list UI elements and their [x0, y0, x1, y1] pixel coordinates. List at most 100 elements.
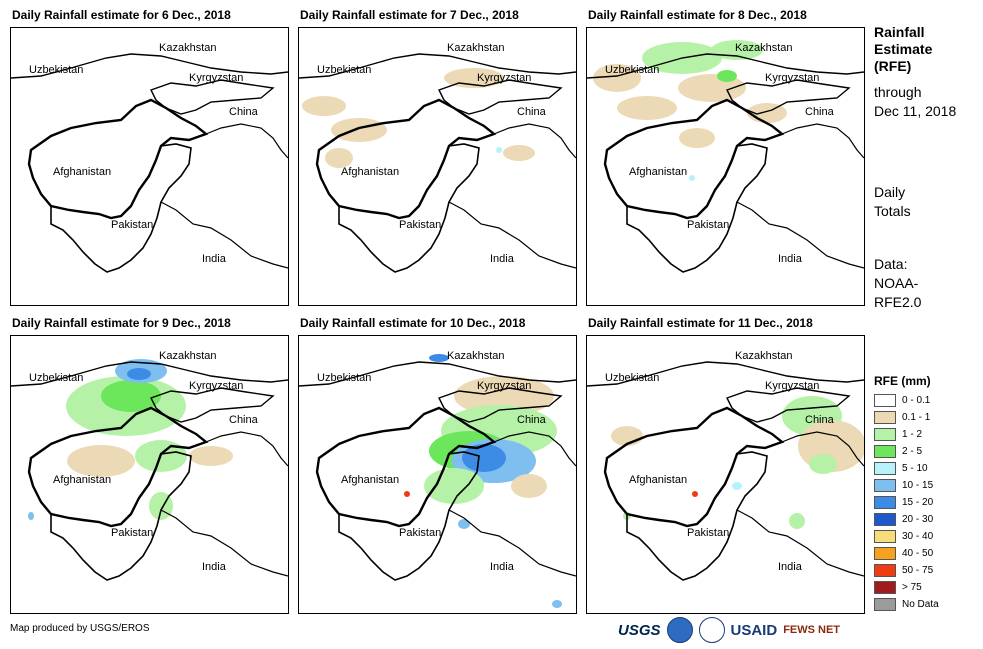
map-canvas — [11, 359, 288, 581]
rainfall-area — [809, 454, 837, 474]
legend-item: 5 - 10 — [874, 460, 979, 477]
china-border — [493, 431, 576, 467]
afghanistan-border — [603, 406, 785, 528]
legend-swatch — [874, 564, 896, 577]
rainfall-area — [458, 519, 470, 529]
india-border — [736, 201, 864, 269]
afghanistan-border — [27, 98, 209, 220]
rainfall-map: Kazakhstan Uzbekistan Kyrgyzstan China Afgha… — [10, 335, 289, 614]
kazakhstan-border — [11, 53, 288, 79]
rainfall-area — [679, 128, 715, 148]
panel-title: Daily Rainfall estimate for 6 Dec., 2018 — [12, 8, 231, 22]
kazakhstan-border — [11, 361, 288, 387]
legend-label: 15 - 20 — [902, 497, 934, 508]
place-label-china: China — [517, 414, 546, 426]
place-label-kazakhstan: Kazakhstan — [447, 350, 505, 362]
place-label-pakistan: Pakistan — [111, 219, 154, 231]
legend-item: 20 - 30 — [874, 511, 979, 528]
sidebar-daily-line: Daily — [874, 184, 906, 200]
legend-swatch — [874, 513, 896, 526]
legend-item: 2 - 5 — [874, 443, 979, 460]
rainfall-map: Kazakhstan Uzbekistan Kyrgyzstan China Afgha… — [298, 335, 577, 614]
rainfall-panel-dec-11: Daily Rainfall estimate for 11 Dec., 201… — [586, 316, 866, 614]
legend-label: 10 - 15 — [902, 480, 934, 491]
rainfall-area — [189, 446, 233, 466]
place-label-uzbekistan: Uzbekistan — [317, 372, 372, 384]
place-label-china: China — [805, 414, 834, 426]
panel-title: Daily Rainfall estimate for 8 Dec., 2018 — [588, 8, 807, 22]
place-label-kyrgyzstan: Kyrgyzstan — [765, 380, 820, 392]
legend-label: 20 - 30 — [902, 514, 934, 525]
legend-label: 5 - 10 — [902, 463, 928, 474]
place-label-china: China — [517, 106, 546, 118]
place-label-pakistan: Pakistan — [687, 219, 730, 231]
place-label-kyrgyzstan: Kyrgyzstan — [477, 380, 532, 392]
sidebar-data-line: Data: — [874, 256, 908, 272]
rainfall-map: Kazakhstan Uzbekistan Kyrgyzstan China Afgha… — [10, 27, 289, 306]
sidebar-daily-line: Totals — [874, 203, 911, 219]
sidebar-data-line: RFE2.0 — [874, 294, 922, 310]
place-label-kyrgyzstan: Kyrgyzstan — [189, 380, 244, 392]
rainfall-area — [404, 491, 410, 497]
legend-item: 1 - 2 — [874, 426, 979, 443]
legend-swatch — [874, 496, 896, 509]
india-border — [448, 201, 576, 269]
legend-label: No Data — [902, 599, 939, 610]
kazakhstan-border — [587, 361, 864, 387]
pakistan-border — [338, 451, 480, 581]
rainfall-area — [67, 445, 135, 477]
map-canvas — [299, 53, 576, 273]
panel-title: Daily Rainfall estimate for 7 Dec., 2018 — [300, 8, 519, 22]
rfe-legend: RFE (mm) 0 - 0.1 0.1 - 1 1 - 2 2 - 5 5 - 10 1… — [874, 374, 979, 613]
legend-item: 0.1 - 1 — [874, 409, 979, 426]
rainfall-map: Kazakhstan Uzbekistan Kyrgyzstan China Afgha… — [298, 27, 577, 306]
kazakhstan-border — [299, 361, 576, 387]
rainfall-area — [101, 380, 161, 412]
place-label-india: India — [202, 561, 226, 573]
rainfall-panel-dec-6: Daily Rainfall estimate for 6 Dec., 2018… — [10, 8, 290, 306]
legend-item: 10 - 15 — [874, 477, 979, 494]
place-label-afghanistan: Afghanistan — [629, 166, 688, 178]
place-label-uzbekistan: Uzbekistan — [29, 372, 84, 384]
rainfall-area — [732, 482, 742, 490]
india-border — [448, 509, 576, 577]
place-label-china: China — [229, 106, 258, 118]
place-label-china: China — [229, 414, 258, 426]
china-border — [781, 431, 864, 467]
legend-item: > 75 — [874, 579, 979, 596]
map-canvas — [299, 354, 576, 608]
rainfall-area — [789, 513, 805, 529]
map-canvas — [11, 53, 288, 273]
sidebar-through-line: Dec 11, 2018 — [874, 103, 957, 119]
place-label-india: India — [778, 253, 802, 265]
rainfall-panel-dec-10: Daily Rainfall estimate for 10 Dec., 201… — [298, 316, 578, 614]
place-label-kazakhstan: Kazakhstan — [447, 42, 505, 54]
usaid-seal-icon — [698, 617, 725, 643]
rainfall-area — [302, 96, 346, 116]
place-label-pakistan: Pakistan — [111, 527, 154, 539]
rainfall-map: Kazakhstan Uzbekistan Kyrgyzstan China Afgha… — [586, 335, 865, 614]
china-border — [205, 431, 288, 467]
place-label-india: India — [490, 253, 514, 265]
legend-swatch — [874, 428, 896, 441]
rainfall-panel-dec-7: Daily Rainfall estimate for 7 Dec., 2018… — [298, 8, 578, 306]
china-border — [205, 123, 288, 159]
legend-label: 0.1 - 1 — [902, 412, 931, 423]
legend-item: 50 - 75 — [874, 562, 979, 579]
legend-label: > 75 — [902, 582, 922, 593]
legend-swatch — [874, 462, 896, 475]
pakistan-border — [626, 143, 768, 273]
india-border — [736, 509, 864, 577]
place-label-afghanistan: Afghanistan — [629, 474, 688, 486]
place-label-uzbekistan: Uzbekistan — [29, 64, 84, 76]
legend-swatch — [874, 598, 896, 611]
sidebar-title-line: (RFE) — [874, 58, 912, 74]
legend-swatch — [874, 530, 896, 543]
rainfall-area — [617, 96, 677, 120]
usaid-logo: USAID — [730, 621, 778, 639]
place-label-pakistan: Pakistan — [399, 527, 442, 539]
legend-swatch — [874, 411, 896, 424]
legend-label: 0 - 0.1 — [902, 395, 931, 406]
rainfall-area — [429, 354, 449, 362]
panel-title: Daily Rainfall estimate for 10 Dec., 201… — [300, 316, 526, 330]
